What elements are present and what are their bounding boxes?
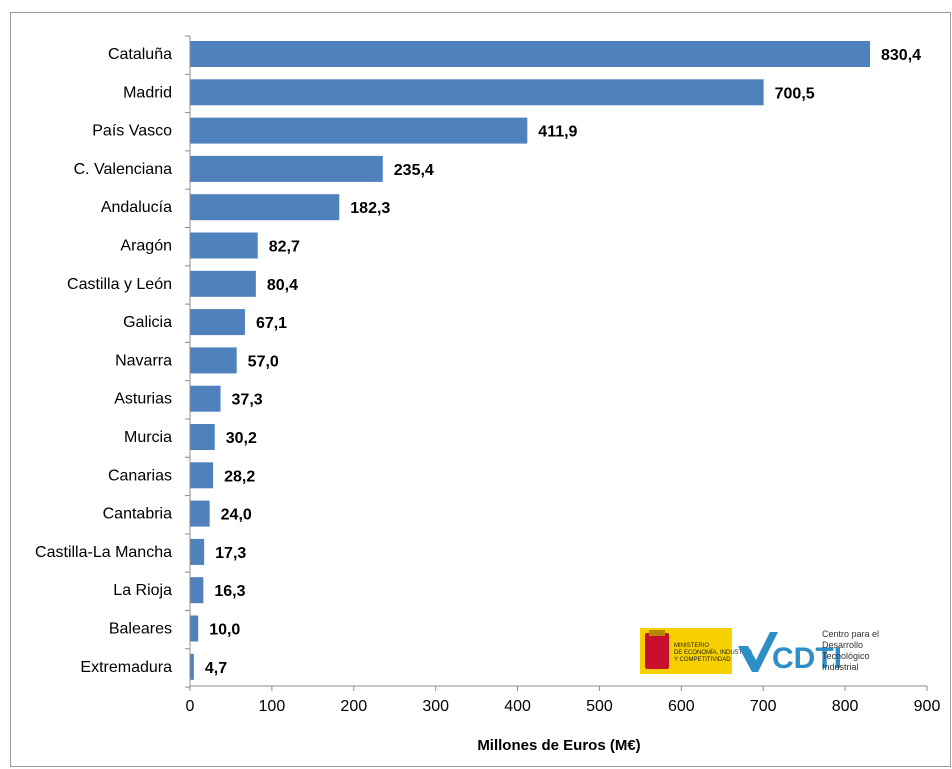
bar [190,424,215,450]
category-label: Murcia [124,429,172,446]
data-label: 182,3 [350,200,390,217]
axes-group: 0 100 200 300 400 500 600 700 800 900 [185,35,941,715]
cdti-text-line-2: Desarrollo [822,640,863,650]
data-label: 82,7 [269,239,300,256]
cdti-logo: CDTI Centro para el Desarrollo Tecnológi… [738,629,879,675]
data-label: 37,3 [232,392,263,409]
x-axis-title: Millones de Euros (M€) [477,737,640,754]
bar [190,155,383,182]
ministry-text-line-3: Y COMPETITIVIDAD [674,657,731,663]
data-label: 411,9 [538,124,577,141]
cdti-text-line-4: Industrial [822,662,859,672]
x-tick-label: 200 [340,698,367,715]
data-label: 57,0 [248,353,279,370]
data-label: 17,3 [215,545,246,562]
x-tick-label: 400 [504,698,531,715]
category-label: Baleares [109,621,172,638]
category-label: Canarias [108,467,172,484]
bars-group [190,41,871,680]
ministry-text-line-2: DE ECONOMÍA, INDUSTRIA [674,649,752,656]
x-tick-label: 100 [259,698,286,715]
x-tick-label: 900 [914,698,941,715]
x-tick-label: 500 [586,698,613,715]
data-label: 24,0 [221,507,252,524]
category-label: Asturias [114,391,172,408]
coat-of-arms-emblem [645,633,669,669]
bar [190,500,210,527]
x-tick-label: 300 [422,698,449,715]
data-label: 235,4 [394,162,434,179]
value-labels-group: 830,4 700,5 411,9 235,4 182,3 82,7 80,4 67,1 57,… [205,47,921,677]
cdti-mark: CDTI [772,642,842,675]
coat-of-arms-crown [649,630,665,636]
x-tick-label: 800 [832,698,859,715]
category-label: Cataluña [108,46,172,63]
bar [190,385,221,412]
category-label: Extremadura [80,659,172,676]
bar [190,79,764,106]
bar [190,232,258,259]
x-tick-label: 600 [668,698,695,715]
data-label: 830,4 [881,47,921,64]
category-label: Andalucía [101,199,172,216]
data-label: 10,0 [209,622,240,639]
category-label: Cantabria [103,506,172,523]
data-label: 4,7 [205,660,227,677]
category-label: Castilla-La Mancha [35,544,172,561]
bar [190,462,214,489]
cdti-text-line-1: Centro para el [822,629,879,639]
data-label: 28,2 [224,468,255,485]
bar [190,270,256,297]
data-label: 16,3 [214,583,245,600]
category-label: Aragón [120,238,172,255]
cdti-check-icon [738,632,778,672]
bar [190,538,205,565]
logos-group: MINISTERIO DE ECONOMÍA, INDUSTRIA Y COMP… [640,628,879,675]
bar [190,41,871,67]
ministry-logo: MINISTERIO DE ECONOMÍA, INDUSTRIA Y COMP… [640,628,752,674]
bar [190,577,204,604]
cdti-text-line-3: Tecnológico [822,651,870,661]
data-label: 700,5 [775,85,815,102]
x-tick-label: 0 [186,698,195,715]
category-label: La Rioja [113,582,172,599]
category-label: Navarra [115,352,172,369]
data-label: 30,2 [226,430,257,447]
bar [190,194,340,221]
category-label: C. Valenciana [74,161,173,178]
category-label: Galicia [123,314,172,331]
category-label: Castilla y León [67,276,172,293]
bar [190,347,237,374]
category-labels-group: Cataluña Madrid País Vasco C. Valenciana And… [35,46,172,676]
x-tick-label: 700 [750,698,777,715]
bar [190,615,199,642]
category-label: Madrid [123,84,172,101]
bar [190,653,194,680]
data-label: 67,1 [256,315,287,332]
bar [190,117,528,144]
data-label: 80,4 [267,277,298,294]
category-label: País Vasco [92,123,172,140]
bar [190,309,245,336]
ministry-text-line-1: MINISTERIO [674,643,709,649]
